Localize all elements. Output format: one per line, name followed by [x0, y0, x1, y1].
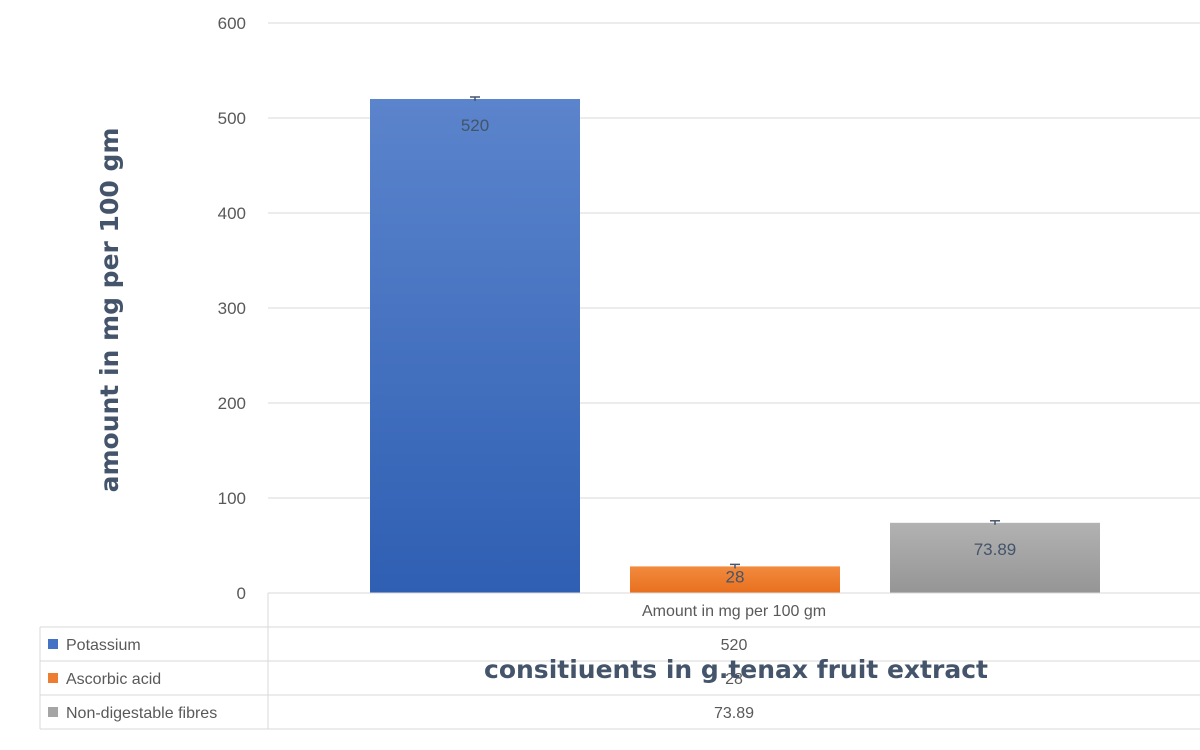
data-label: 520: [461, 116, 489, 135]
y-tick-label: 100: [218, 489, 246, 508]
y-tick-label: 300: [218, 299, 246, 318]
x-axis-label: consitiuents in g.tenax fruit extract: [484, 655, 988, 684]
data-label: 73.89: [974, 540, 1017, 559]
y-tick-label: 500: [218, 109, 246, 128]
legend-entry: Potassium: [66, 637, 141, 654]
y-tick-label: 400: [218, 204, 246, 223]
table-value: 28: [725, 671, 743, 688]
legend-swatch: [48, 673, 58, 683]
legend-swatch: [48, 707, 58, 717]
y-tick-label: 200: [218, 394, 246, 413]
bar-non-digestable-fibres: [890, 522, 1100, 593]
bar-potassium: [370, 99, 580, 593]
bar-ascorbic-acid: [630, 566, 840, 593]
data-table: Amount in mg per 100 gm Potassium 520 Ascor…: [39, 592, 1200, 730]
y-tick-label: 600: [218, 14, 246, 33]
table-value: 73.89: [714, 705, 754, 722]
y-tick-label: 0: [237, 584, 246, 603]
y-axis-label: amount in mg per 100 gm: [95, 128, 124, 493]
legend-entry: Ascorbic acid: [66, 671, 161, 688]
y-axis-ticks: 0 100 200 300 400 500 600: [218, 14, 246, 603]
data-label: 28: [726, 567, 745, 586]
table-category-header: Amount in mg per 100 gm: [642, 603, 826, 620]
legend-swatch: [48, 639, 58, 649]
legend-entry: Non-digestable fibres: [66, 705, 217, 722]
table-value: 520: [721, 637, 748, 654]
bars: 520 28 73.89: [370, 96, 1100, 593]
